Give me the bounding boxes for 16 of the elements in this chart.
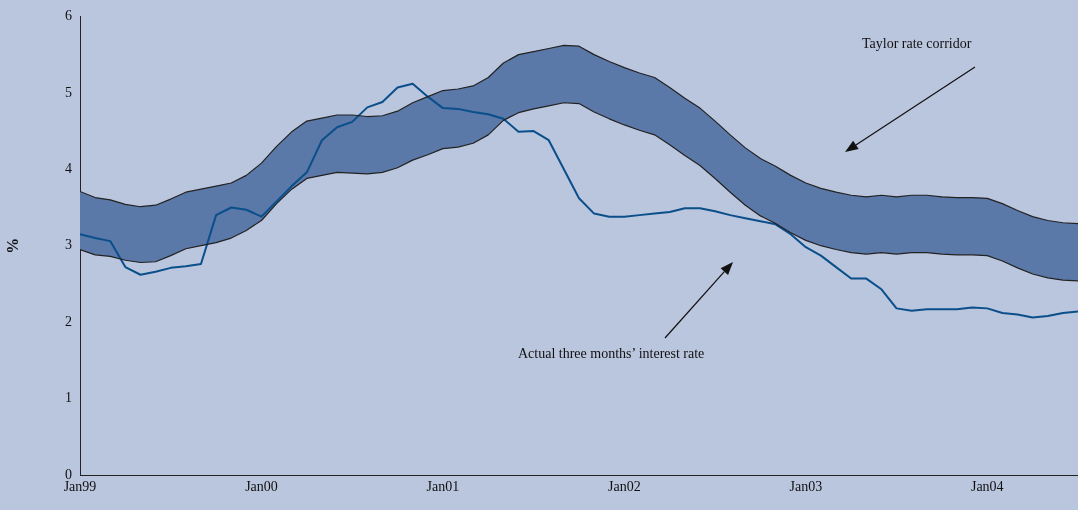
y-tick-label: 5 [65,84,72,100]
y-axis-title: % [3,237,21,254]
x-tick-label: Jan00 [245,479,278,495]
y-tick-label: 0 [65,466,72,482]
annotation: Actual three months’ interest rate [518,346,705,362]
y-tick-label: 2 [65,313,72,329]
x-tick-label: Jan02 [608,479,641,495]
annotation: Taylor rate corridor [862,36,972,52]
y-tick-label: 1 [65,390,72,406]
y-tick-label: 6 [65,8,72,24]
x-tick-label: Jan99 [63,479,97,495]
x-tick-label: Jan03 [789,479,823,495]
x-tick-label: Jan04 [970,479,1004,495]
y-tick-label: 3 [65,237,72,253]
y-tick-label: 4 [65,160,72,176]
x-tick-label: Jan01 [426,479,460,495]
